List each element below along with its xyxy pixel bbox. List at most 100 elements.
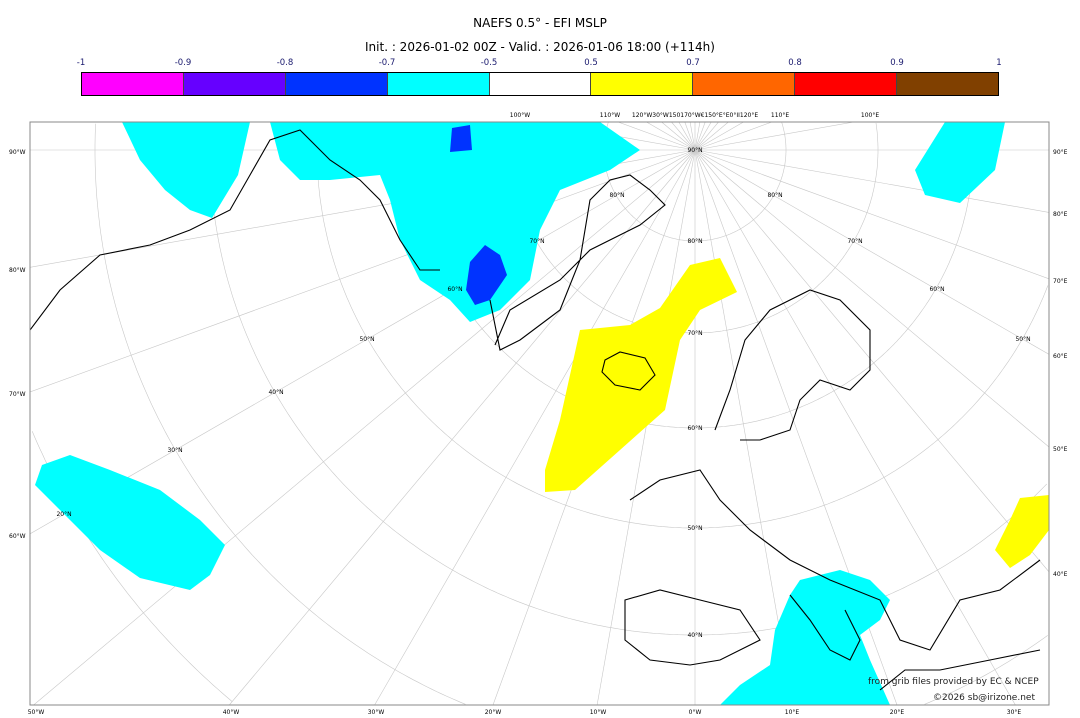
graticule-label: 100°W [510, 112, 530, 119]
meridian [30, 149, 696, 393]
efi-positive-areas [545, 258, 1049, 568]
graticule-label: 40°W [223, 709, 240, 716]
meridian [694, 149, 1049, 448]
graticule-label: 120°W30°W150170°W€150°E°E0°II120°E [632, 112, 758, 119]
efi-negative-areas [35, 122, 1005, 705]
meridian [646, 122, 696, 151]
graticule-label: 80°N [767, 192, 782, 199]
parallel [695, 483, 1048, 636]
graticule-label: 90°W [9, 149, 26, 156]
parallel [695, 285, 1049, 529]
graticule-label: 60°N [447, 286, 462, 293]
meridian [694, 122, 854, 151]
copyright-credit: ©2026 sb@irizone.net [933, 693, 1035, 703]
meridian [33, 149, 696, 705]
map-subtitle: Init. : 2026-01-02 00Z - Valid. : 2026-0… [365, 40, 715, 54]
meridian [694, 149, 1049, 213]
source-credit: from grib files provided by EC & NCEP [868, 677, 1039, 687]
efi-strong-negative-areas [450, 125, 507, 305]
meridian [694, 149, 794, 705]
meridian [694, 149, 1049, 280]
graticule-label: 40°N [687, 632, 702, 639]
meridian [617, 122, 696, 151]
graticule-label: 60°E [1053, 353, 1068, 360]
graticule-label: 40°E [1053, 571, 1068, 578]
parallel [94, 123, 466, 705]
graticule-label: 70°W [9, 391, 26, 398]
colorbar-swatch [795, 73, 898, 95]
colorbar-swatch [285, 73, 388, 95]
graticule-label: 30°W [368, 709, 385, 716]
colorbar-tick-label: 0.5 [584, 58, 598, 68]
graticule-label: 50°N [1015, 336, 1030, 343]
meridian [694, 122, 773, 151]
meridian [694, 122, 719, 151]
meridian [694, 122, 706, 151]
graticule-label: 110°E [771, 112, 789, 119]
graticule-label: 110°W [600, 112, 620, 119]
meridian [694, 149, 1049, 355]
colorbar-tick-label: -0.8 [276, 58, 294, 68]
graticule-label: 30°E [1007, 709, 1022, 716]
colorbar-tick-label: 0.7 [686, 58, 700, 68]
colorbar-swatch [897, 73, 999, 95]
meridian [229, 149, 696, 705]
graticule-label: 10°E [785, 709, 800, 716]
graticule-label: 50°E [1053, 446, 1068, 453]
graticule-label: 100°E [861, 112, 879, 119]
colorbar-tick-label: 1 [996, 58, 1002, 68]
colorbar-tick-label: -0.7 [378, 58, 396, 68]
graticule-label: 70°N [687, 330, 702, 337]
meridian [30, 149, 696, 535]
graticule-label: 50°N [359, 336, 374, 343]
graticule-label: 40°N [268, 389, 283, 396]
map-title: NAEFS 0.5° - EFI MSLP [473, 16, 607, 30]
meridian [694, 122, 729, 151]
meridian [661, 122, 696, 151]
meridian [374, 149, 696, 705]
meridian [694, 122, 701, 151]
meridian [684, 122, 696, 151]
graticule-label: 60°W [9, 533, 26, 540]
colorbar-tick-label: -0.9 [174, 58, 192, 68]
colorbar-tick-label: -1 [76, 58, 86, 68]
graticule-label: 10°W [590, 709, 607, 716]
graticule-label: 70°N [847, 238, 862, 245]
parallel [209, 124, 695, 636]
meridian [671, 122, 696, 151]
graticule-label: 70°E [1053, 278, 1068, 285]
meridian [596, 149, 696, 705]
colorbar-swatch [82, 73, 184, 95]
graticule-label: 20°E [890, 709, 905, 716]
colorbar-swatch [693, 73, 796, 95]
graticule-label: 60°N [687, 425, 702, 432]
graticule-label: 50°W [28, 709, 45, 716]
colorbar-swatch [591, 73, 694, 95]
meridian [694, 122, 712, 151]
map-frame [29, 121, 1050, 706]
colorbar [81, 72, 999, 96]
colorbar-swatch [489, 73, 592, 95]
meridian [694, 122, 744, 151]
parallel [695, 122, 787, 242]
graticule-label: 70°N [529, 238, 544, 245]
coastlines [30, 129, 1041, 691]
colorbar-tick-label: -0.5 [480, 58, 498, 68]
graticule-label: 20°N [56, 511, 71, 518]
meridian [689, 122, 696, 151]
meridian [678, 122, 696, 151]
graticule-label: 60°N [929, 286, 944, 293]
graticule-label: 80°N [609, 192, 624, 199]
colorbar-tick-label: 0.8 [788, 58, 802, 68]
graticule-label: 50°N [687, 525, 702, 532]
colorbar-tick-label: 0.9 [890, 58, 904, 68]
graticule-label: 0°W [689, 709, 702, 716]
graticule-label: 30°N [167, 447, 182, 454]
meridian [694, 149, 1016, 705]
graticule-label: 20°W [485, 709, 502, 716]
graticule-label: 90°N [687, 147, 702, 154]
colorbar-swatch [387, 73, 490, 95]
parallel [695, 122, 879, 334]
parallel [924, 635, 1048, 705]
